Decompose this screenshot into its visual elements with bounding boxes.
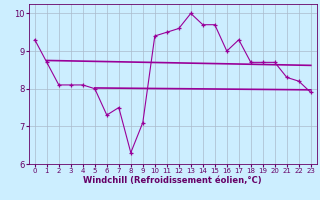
X-axis label: Windchill (Refroidissement éolien,°C): Windchill (Refroidissement éolien,°C): [84, 176, 262, 185]
